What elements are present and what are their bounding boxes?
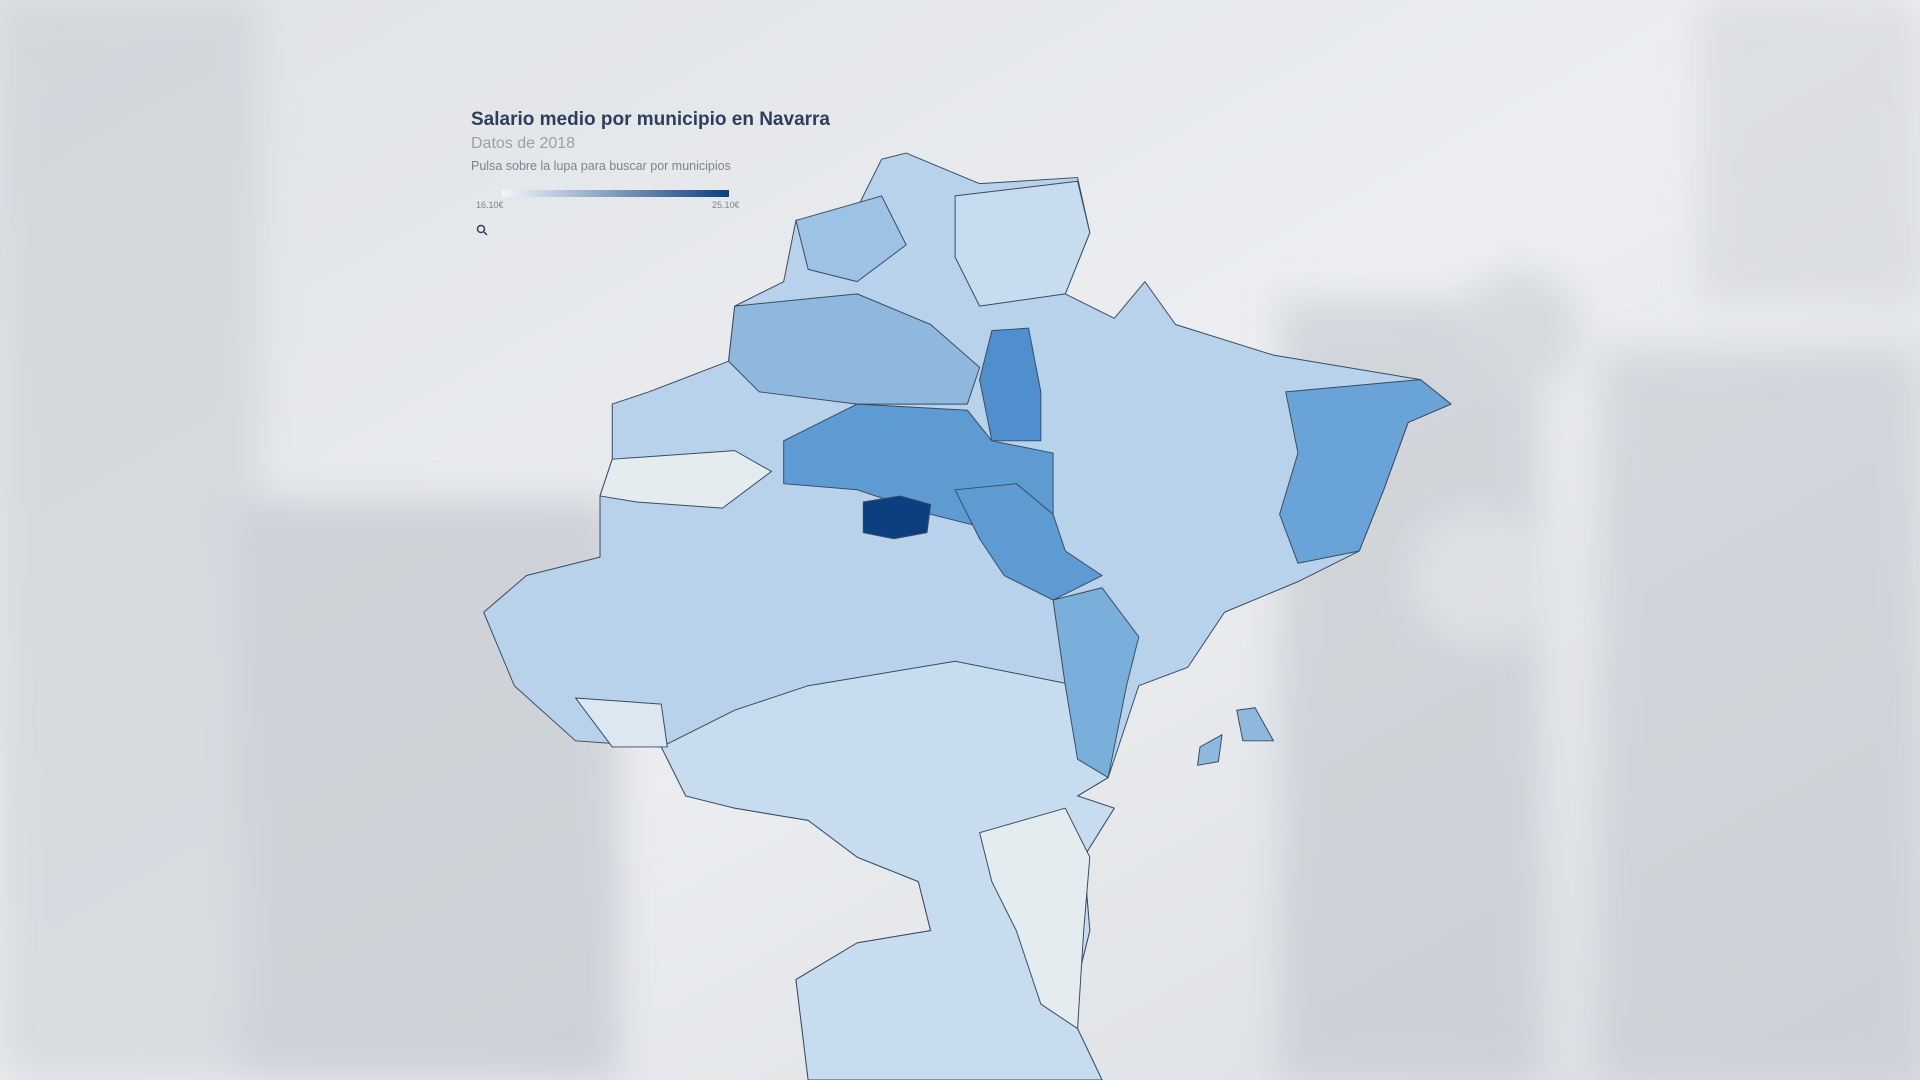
region <box>979 807 1091 1030</box>
map-outline <box>483 152 1452 1080</box>
region <box>575 697 668 748</box>
region <box>1197 734 1223 766</box>
region <box>728 293 981 405</box>
legend-max: 25.10€ <box>712 200 740 210</box>
navarra-map <box>483 152 1452 1080</box>
region <box>862 495 932 540</box>
region <box>954 483 1103 601</box>
instruction: Pulsa sobre la lupa para buscar por muni… <box>471 159 731 173</box>
map-title: Salario medio por municipio en Navarra <box>471 109 830 130</box>
legend-min: 16.10€ <box>476 200 504 210</box>
legend-gradient <box>502 190 729 197</box>
search-icon[interactable] <box>476 224 486 234</box>
search-icon[interactable] <box>483 231 488 236</box>
region <box>1052 587 1140 779</box>
region <box>1279 379 1452 564</box>
region <box>979 327 1042 442</box>
region <box>795 195 907 283</box>
region <box>1236 707 1274 742</box>
region <box>660 660 1115 1080</box>
map-subtitle: Datos de 2018 <box>471 135 575 152</box>
region <box>954 180 1091 307</box>
search-button[interactable] <box>474 222 490 238</box>
search-hitbox[interactable] <box>474 222 490 238</box>
region <box>599 450 772 509</box>
